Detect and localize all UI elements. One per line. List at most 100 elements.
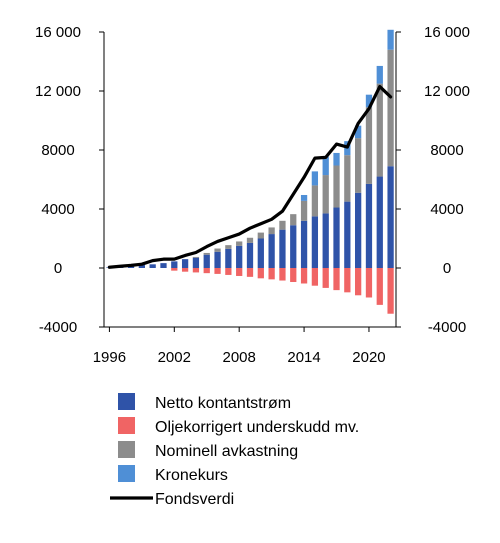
bar-segment-nominell-avkastning-2016 <box>322 175 329 214</box>
x-tick-label: 2014 <box>287 349 320 366</box>
right-y-tick-label: -4000 <box>428 319 466 336</box>
bar-segment-netto-kontantstr-m-2016 <box>322 213 329 268</box>
left-y-tick-label: -4000 <box>39 319 77 336</box>
bar-segment-netto-kontantstr-m-2005 <box>203 254 210 268</box>
bar-segment-netto-kontantstr-m-2009 <box>246 242 254 268</box>
bar-segment-nominell-avkastning-2008 <box>236 241 243 246</box>
bar-segment-oljekorrigert-underskudd-mv--2007 <box>225 268 232 275</box>
right-y-tick-label: 8000 <box>430 142 463 159</box>
bar-segment-oljekorrigert-underskudd-mv--2005 <box>203 268 210 274</box>
right-y-tick-label: 16 000 <box>424 24 470 41</box>
legend: Netto kontantstrøm Oljekorrigert undersku… <box>110 393 359 508</box>
bar-segment-nominell-avkastning-2006 <box>214 248 221 252</box>
bar-segment-oljekorrigert-underskudd-mv--2011 <box>268 268 275 280</box>
bar-segment-netto-kontantstr-m-2000 <box>149 264 156 268</box>
left-y-tick-label: 8000 <box>41 142 74 159</box>
left-y-tick-label: 4000 <box>41 201 74 218</box>
bar-segment-netto-kontantstr-m-2012 <box>279 229 286 268</box>
right-y-tick-label: 12 000 <box>424 83 470 100</box>
bar-segment-netto-kontantstr-m-2004 <box>192 257 200 268</box>
bar-segment-oljekorrigert-underskudd-mv--2016 <box>322 268 329 288</box>
bar-segment-netto-kontantstr-m-2020 <box>365 183 373 268</box>
bar-segment-oljekorrigert-underskudd-mv--2008 <box>236 268 243 276</box>
bar-segment-oljekorrigert-underskudd-mv--2020 <box>365 268 373 298</box>
bar-segment-nominell-avkastning-2013 <box>290 214 297 226</box>
x-tick-label: 2020 <box>352 349 385 366</box>
bar-segment-oljekorrigert-underskudd-mv--2002 <box>171 268 178 271</box>
left-y-tick-label: 0 <box>54 260 62 277</box>
bar-segment-netto-kontantstr-m-2015 <box>311 216 319 269</box>
right-y-tick-label: 0 <box>443 260 451 277</box>
bar-segment-netto-kontantstr-m-2006 <box>214 251 221 268</box>
left-y-tick-label: 16 000 <box>35 24 81 41</box>
bar-segment-nominell-avkastning-2017 <box>333 165 340 208</box>
bar-segment-kronekurs-2019 <box>355 125 362 139</box>
bar-segment-oljekorrigert-underskudd-mv--2022 <box>387 268 394 314</box>
legend-label-fondsverdi: Fondsverdi <box>155 491 234 508</box>
legend-label-nominell-avkastning: Nominell avkastning <box>155 443 298 460</box>
bar-segment-nominell-avkastning-2020 <box>365 107 373 184</box>
bar-segment-oljekorrigert-underskudd-mv--2006 <box>214 268 221 274</box>
line-layer <box>107 84 393 269</box>
legend-label-kronekurs: Kronekurs <box>155 467 228 484</box>
bar-segment-netto-kontantstr-m-2018 <box>344 201 351 269</box>
bar-segment-nominell-avkastning-2009 <box>246 237 254 243</box>
legend-swatch-nominell-avkastning <box>118 441 135 458</box>
bar-segment-oljekorrigert-underskudd-mv--2003 <box>181 268 189 272</box>
x-tick-label: 2008 <box>222 349 255 366</box>
bar-segment-nominell-avkastning-2010 <box>257 232 264 239</box>
bar-segment-oljekorrigert-underskudd-mv--2009 <box>246 268 254 277</box>
right-y-tick-label: 4000 <box>430 201 463 218</box>
bar-segment-netto-kontantstr-m-2001 <box>160 263 167 268</box>
bar-segment-oljekorrigert-underskudd-mv--2015 <box>311 268 319 286</box>
bar-segment-kronekurs-2020 <box>365 94 373 108</box>
bar-segment-kronekurs-2015 <box>311 171 319 186</box>
bar-segment-nominell-avkastning-2011 <box>268 227 275 235</box>
bar-segment-nominell-avkastning-2007 <box>225 245 232 249</box>
bar-segment-oljekorrigert-underskudd-mv--2017 <box>333 268 340 291</box>
bar-segment-netto-kontantstr-m-1999 <box>138 265 145 268</box>
bar-segment-nominell-avkastning-2022 <box>387 49 394 167</box>
legend-swatch-kronekurs <box>118 465 135 482</box>
bar-segment-netto-kontantstr-m-2021 <box>376 176 383 268</box>
bar-segment-netto-kontantstr-m-2019 <box>355 192 362 268</box>
bar-segment-netto-kontantstr-m-2022 <box>387 166 394 268</box>
bar-segment-kronekurs-2014 <box>300 194 308 201</box>
bar-segment-nominell-avkastning-2004 <box>192 256 200 258</box>
bar-segment-nominell-avkastning-2012 <box>279 220 286 230</box>
bar-segment-oljekorrigert-underskudd-mv--2010 <box>257 268 264 279</box>
x-tick-label: 2002 <box>158 349 191 366</box>
bar-segment-netto-kontantstr-m-2011 <box>268 234 275 268</box>
bar-segment-nominell-avkastning-2015 <box>311 185 319 217</box>
bar-segment-oljekorrigert-underskudd-mv--2013 <box>290 268 297 283</box>
bar-segment-netto-kontantstr-m-2002 <box>171 261 178 268</box>
bar-segment-nominell-avkastning-2021 <box>376 83 383 177</box>
axes-layer: -4000 -4000 0 0 4000 4000 8000 8000 12 000 12 000… <box>35 24 470 366</box>
bar-segment-nominell-avkastning-2014 <box>300 200 308 221</box>
bar-segment-kronekurs-2021 <box>376 65 383 84</box>
bar-segment-nominell-avkastning-2018 <box>344 155 351 202</box>
bar-segment-netto-kontantstr-m-2010 <box>257 238 264 268</box>
bar-segment-oljekorrigert-underskudd-mv--2014 <box>300 268 308 284</box>
bars-layer <box>106 29 394 314</box>
legend-swatch-netto-kontantstr-m <box>118 393 135 410</box>
bar-segment-nominell-avkastning-2019 <box>355 138 362 193</box>
bar-segment-netto-kontantstr-m-2014 <box>300 220 308 268</box>
legend-label-netto-kontantstr-m: Netto kontantstrøm <box>155 395 291 412</box>
legend-swatch-oljekorrigert-underskudd-mv- <box>118 417 135 434</box>
bar-segment-oljekorrigert-underskudd-mv--2004 <box>192 268 200 273</box>
bar-segment-oljekorrigert-underskudd-mv--2021 <box>376 268 383 305</box>
bar-segment-nominell-avkastning-2005 <box>203 252 210 255</box>
bar-segment-netto-kontantstr-m-2007 <box>225 248 232 268</box>
bar-segment-netto-kontantstr-m-2008 <box>236 245 243 269</box>
bar-segment-netto-kontantstr-m-2013 <box>290 225 297 268</box>
bar-segment-kronekurs-2022 <box>387 29 394 50</box>
line-fondsverdi <box>107 84 393 269</box>
x-tick-label: 1996 <box>93 349 126 366</box>
bar-segment-netto-kontantstr-m-2003 <box>181 259 189 268</box>
bar-segment-oljekorrigert-underskudd-mv--2019 <box>355 268 362 296</box>
bar-segment-kronekurs-2016 <box>322 156 329 176</box>
bar-segment-netto-kontantstr-m-2017 <box>333 207 340 268</box>
